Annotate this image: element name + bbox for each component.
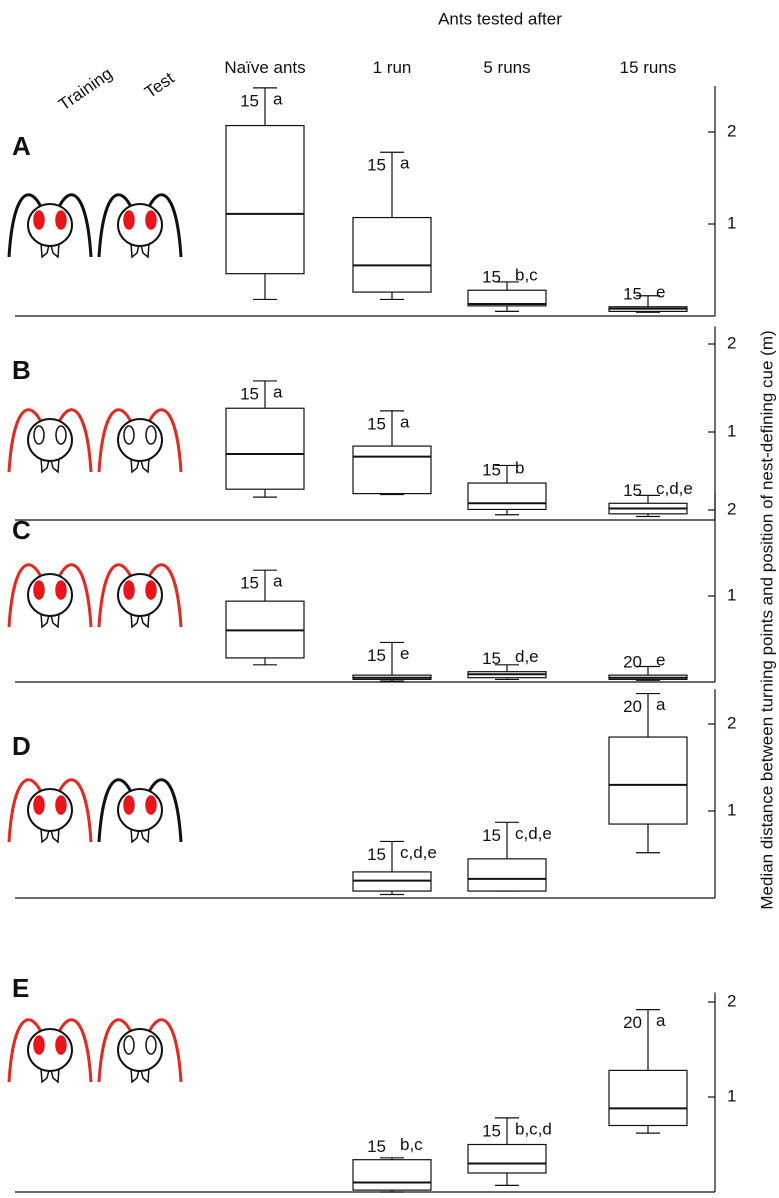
box xyxy=(468,1145,546,1174)
panel-label: E xyxy=(12,973,29,1003)
n-label: 15 xyxy=(240,91,259,110)
n-label: 15 xyxy=(482,649,501,668)
letter-label: a xyxy=(400,412,410,431)
row-label: Test xyxy=(141,68,178,102)
box xyxy=(226,126,304,274)
box xyxy=(468,483,546,509)
n-label: 20 xyxy=(623,1013,642,1032)
ant-icon xyxy=(9,1020,91,1082)
ant-icon xyxy=(99,410,181,472)
y-tick-label: 1 xyxy=(727,421,736,440)
letter-label: e xyxy=(656,651,665,670)
ant-icon xyxy=(9,565,91,627)
n-label: 15 xyxy=(367,1137,386,1156)
row-label: Training xyxy=(55,64,116,114)
n-label: 15 xyxy=(367,414,386,433)
ant-icon xyxy=(99,1020,181,1082)
n-label: 15 xyxy=(367,646,386,665)
category-label: Naïve ants xyxy=(223,22,307,80)
ant-icon xyxy=(9,195,91,257)
letter-label: a xyxy=(400,154,410,173)
letter-label: b,c,d xyxy=(515,1119,552,1138)
y-tick-label: 1 xyxy=(727,800,736,819)
n-label: 20 xyxy=(623,697,642,716)
y-tick-label: 1 xyxy=(727,213,736,232)
letter-label: b,c xyxy=(515,266,538,285)
y-tick-label: 1 xyxy=(727,585,736,604)
ant-icon xyxy=(9,410,91,472)
category-label: 5 runs xyxy=(465,22,549,80)
y-tick-label: 2 xyxy=(727,499,736,518)
chart: Ants tested after Training Test Median d… xyxy=(0,0,779,1198)
ant-icon xyxy=(9,780,91,842)
box xyxy=(468,859,546,891)
letter-label: c,d,e xyxy=(656,479,693,498)
n-label: 15 xyxy=(367,156,386,175)
letter-label: a xyxy=(656,1011,666,1030)
letter-label: a xyxy=(656,695,666,714)
panel-label: A xyxy=(12,131,31,161)
y-tick-label: 2 xyxy=(727,333,736,352)
letter-label: e xyxy=(656,282,665,301)
y-tick-label: 2 xyxy=(727,713,736,732)
box xyxy=(609,737,687,824)
box xyxy=(609,1070,687,1125)
panel-label: B xyxy=(12,355,31,385)
n-label: 15 xyxy=(367,845,386,864)
ant-icon xyxy=(99,565,181,627)
n-label: 15 xyxy=(482,461,501,480)
n-label: 15 xyxy=(240,574,259,593)
letter-label: a xyxy=(273,89,283,108)
box xyxy=(226,408,304,489)
box xyxy=(353,1160,431,1190)
letter-label: c,d,e xyxy=(400,843,437,862)
n-label: 15 xyxy=(623,481,642,500)
y-axis-label: Median distance between turning points a… xyxy=(757,330,776,909)
letter-label: b,c xyxy=(400,1135,423,1154)
letter-label: b xyxy=(515,459,524,478)
y-tick-label: 1 xyxy=(727,1086,736,1105)
ant-icon xyxy=(99,195,181,257)
panel-label: C xyxy=(12,515,31,545)
n-label: 15 xyxy=(482,268,501,287)
letter-label: c,d,e xyxy=(515,824,552,843)
n-label: 15 xyxy=(482,826,501,845)
y-tick-label: 2 xyxy=(727,991,736,1010)
n-label: 15 xyxy=(240,384,259,403)
category-label: 1 run xyxy=(350,22,434,80)
y-tick-label: 2 xyxy=(727,121,736,140)
letter-label: e xyxy=(400,644,409,663)
ant-icon xyxy=(99,780,181,842)
letter-label: a xyxy=(273,382,283,401)
n-label: 15 xyxy=(623,284,642,303)
letter-label: a xyxy=(273,572,283,591)
letter-label: d,e xyxy=(515,647,539,666)
box xyxy=(353,218,431,293)
n-label: 20 xyxy=(623,653,642,672)
n-label: 15 xyxy=(482,1121,501,1140)
category-label: 15 runs xyxy=(606,22,690,80)
figure: Ants tested after Training Test Median d… xyxy=(0,0,779,1198)
box xyxy=(353,446,431,494)
panel-label: D xyxy=(12,731,31,761)
